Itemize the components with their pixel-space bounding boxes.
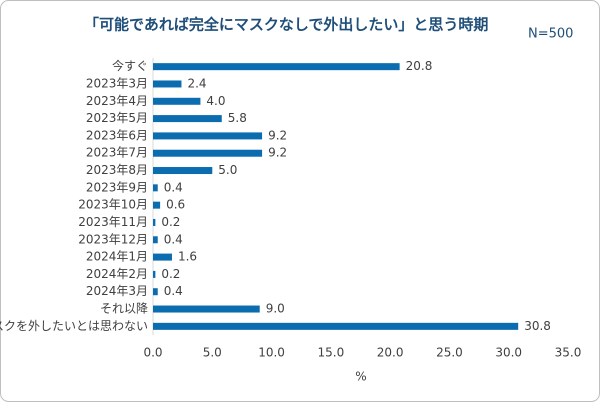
value-label: 9.2 bbox=[268, 128, 287, 142]
x-tick-label: 25.0 bbox=[436, 346, 463, 360]
bar bbox=[153, 132, 263, 140]
y-tick-label: それ以降 bbox=[100, 302, 148, 316]
bar bbox=[153, 184, 158, 192]
value-label: 5.0 bbox=[218, 163, 237, 177]
value-label: 0.2 bbox=[161, 215, 180, 229]
y-tick-label: 2023年12月 bbox=[78, 232, 148, 246]
y-tick-label: 2023年4月 bbox=[86, 94, 148, 108]
y-tick-label: 2024年1月 bbox=[86, 250, 148, 264]
x-tick-label: 20.0 bbox=[377, 346, 404, 360]
bar bbox=[153, 218, 156, 226]
y-tick-label: 2023年7月 bbox=[86, 146, 148, 160]
bar bbox=[153, 288, 158, 296]
y-tick-label: 2023年9月 bbox=[86, 180, 148, 194]
bar bbox=[153, 167, 213, 175]
value-label: 9.2 bbox=[268, 146, 287, 160]
bar bbox=[153, 253, 172, 261]
bar bbox=[153, 305, 260, 313]
value-label: 0.4 bbox=[164, 180, 183, 194]
y-tick-label: 2023年6月 bbox=[86, 128, 148, 142]
value-label: 2.4 bbox=[187, 76, 206, 90]
value-label: 4.0 bbox=[206, 94, 225, 108]
value-label: 30.8 bbox=[524, 319, 551, 333]
y-tick-label: 2024年3月 bbox=[86, 284, 148, 298]
value-label: 5.8 bbox=[228, 111, 247, 125]
bar bbox=[153, 63, 400, 71]
x-tick-label: 10.0 bbox=[258, 346, 285, 360]
bar bbox=[153, 322, 519, 330]
value-label: 20.8 bbox=[406, 59, 433, 73]
bar bbox=[153, 236, 158, 244]
y-tick-label: 2024年2月 bbox=[86, 267, 148, 281]
y-tick-label: 2023年11月 bbox=[78, 215, 148, 229]
y-tick-label: 2023年10月 bbox=[78, 198, 148, 212]
y-tick-label: 2023年5月 bbox=[86, 111, 148, 125]
y-tick-label: 2023年3月 bbox=[86, 76, 148, 90]
bar bbox=[153, 115, 222, 123]
sample-size: N=500 bbox=[528, 27, 573, 42]
y-tick-label: 2023年8月 bbox=[86, 163, 148, 177]
bar bbox=[153, 97, 201, 105]
x-tick-label: 15.0 bbox=[317, 346, 344, 360]
x-axis-label: % bbox=[355, 370, 366, 384]
y-tick-label: 今すぐ bbox=[112, 58, 148, 73]
x-tick-label: 30.0 bbox=[495, 346, 522, 360]
bar bbox=[153, 201, 161, 209]
x-tick-label: 0.0 bbox=[143, 346, 162, 360]
value-label: 0.4 bbox=[164, 284, 183, 298]
bar bbox=[153, 149, 263, 157]
bar bbox=[153, 80, 182, 88]
bar bbox=[153, 270, 156, 278]
value-label: 0.2 bbox=[161, 267, 180, 281]
chart-title: 「可能であれば完全にマスクなしで外出したい」と思う時期 bbox=[84, 16, 488, 34]
value-label: 9.0 bbox=[266, 302, 285, 316]
x-tick-label: 5.0 bbox=[203, 346, 222, 360]
value-label: 1.6 bbox=[178, 250, 197, 264]
value-label: 0.6 bbox=[166, 198, 185, 212]
y-tick-label: マスクを外したいとは思わない bbox=[0, 319, 148, 333]
x-tick-label: 35.0 bbox=[555, 346, 582, 360]
value-label: 0.4 bbox=[164, 232, 183, 246]
